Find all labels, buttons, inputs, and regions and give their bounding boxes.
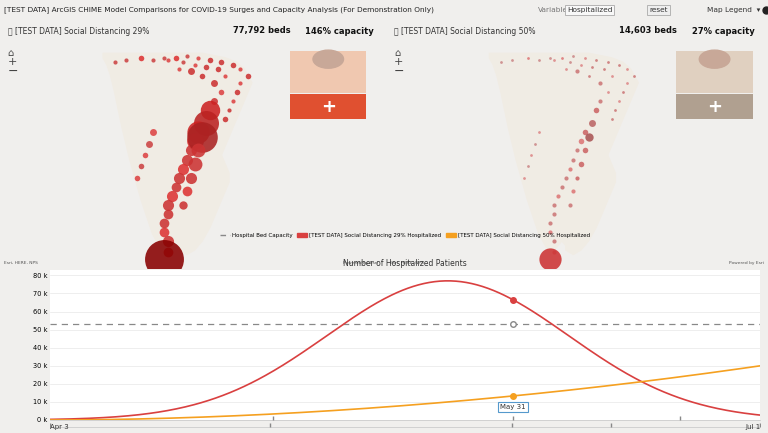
Title: Number of Hospitalized Patients: Number of Hospitalized Patients (343, 259, 467, 268)
Text: Powered by Esri: Powered by Esri (343, 261, 378, 265)
Polygon shape (103, 53, 252, 261)
FancyBboxPatch shape (290, 51, 366, 93)
Text: Map Legend  ▾: Map Legend ▾ (707, 7, 760, 13)
Legend: Hospital Bed Capacity, [TEST DATA] Social Distancing 29% Hospitalized, [TEST DAT: Hospital Bed Capacity, [TEST DATA] Socia… (217, 231, 593, 240)
Polygon shape (489, 53, 638, 261)
Text: reset: reset (650, 7, 668, 13)
Text: 14,603 beds: 14,603 beds (619, 26, 677, 36)
Text: 27% capacity: 27% capacity (692, 26, 754, 36)
Text: −: − (8, 65, 18, 78)
Text: Esri, HERE, NPS: Esri, HERE, NPS (390, 261, 424, 265)
Text: Jul 1: Jul 1 (745, 423, 760, 430)
Text: ⌂: ⌂ (8, 48, 14, 58)
Text: 77,792 beds: 77,792 beds (233, 26, 290, 36)
Text: +: + (321, 97, 336, 116)
Text: 146% capacity: 146% capacity (306, 26, 374, 36)
Text: Apr 3: Apr 3 (50, 423, 68, 430)
Text: +: + (8, 57, 17, 67)
Text: [TEST DATA] ArcGIS CHIME Model Comparisons for COVID-19 Surges and Capacity Anal: [TEST DATA] ArcGIS CHIME Model Compariso… (4, 6, 434, 13)
Circle shape (313, 50, 343, 68)
Text: Esri, HERE, NPS: Esri, HERE, NPS (4, 261, 38, 265)
Text: ⓘ [TEST DATA] Social Distancing 50%: ⓘ [TEST DATA] Social Distancing 50% (394, 26, 535, 36)
FancyBboxPatch shape (677, 94, 753, 119)
Circle shape (700, 50, 730, 68)
Text: May 31: May 31 (500, 404, 525, 410)
Text: +: + (707, 97, 722, 116)
Text: ⌂: ⌂ (394, 48, 400, 58)
Text: +: + (394, 57, 403, 67)
Text: Variable: Variable (538, 7, 568, 13)
FancyBboxPatch shape (290, 94, 366, 119)
Text: ⓘ [TEST DATA] Social Distancing 29%: ⓘ [TEST DATA] Social Distancing 29% (8, 26, 149, 36)
FancyBboxPatch shape (677, 51, 753, 93)
Text: Powered by Esri: Powered by Esri (730, 261, 764, 265)
Text: Hospitalized: Hospitalized (567, 7, 612, 13)
Text: −: − (394, 65, 405, 78)
